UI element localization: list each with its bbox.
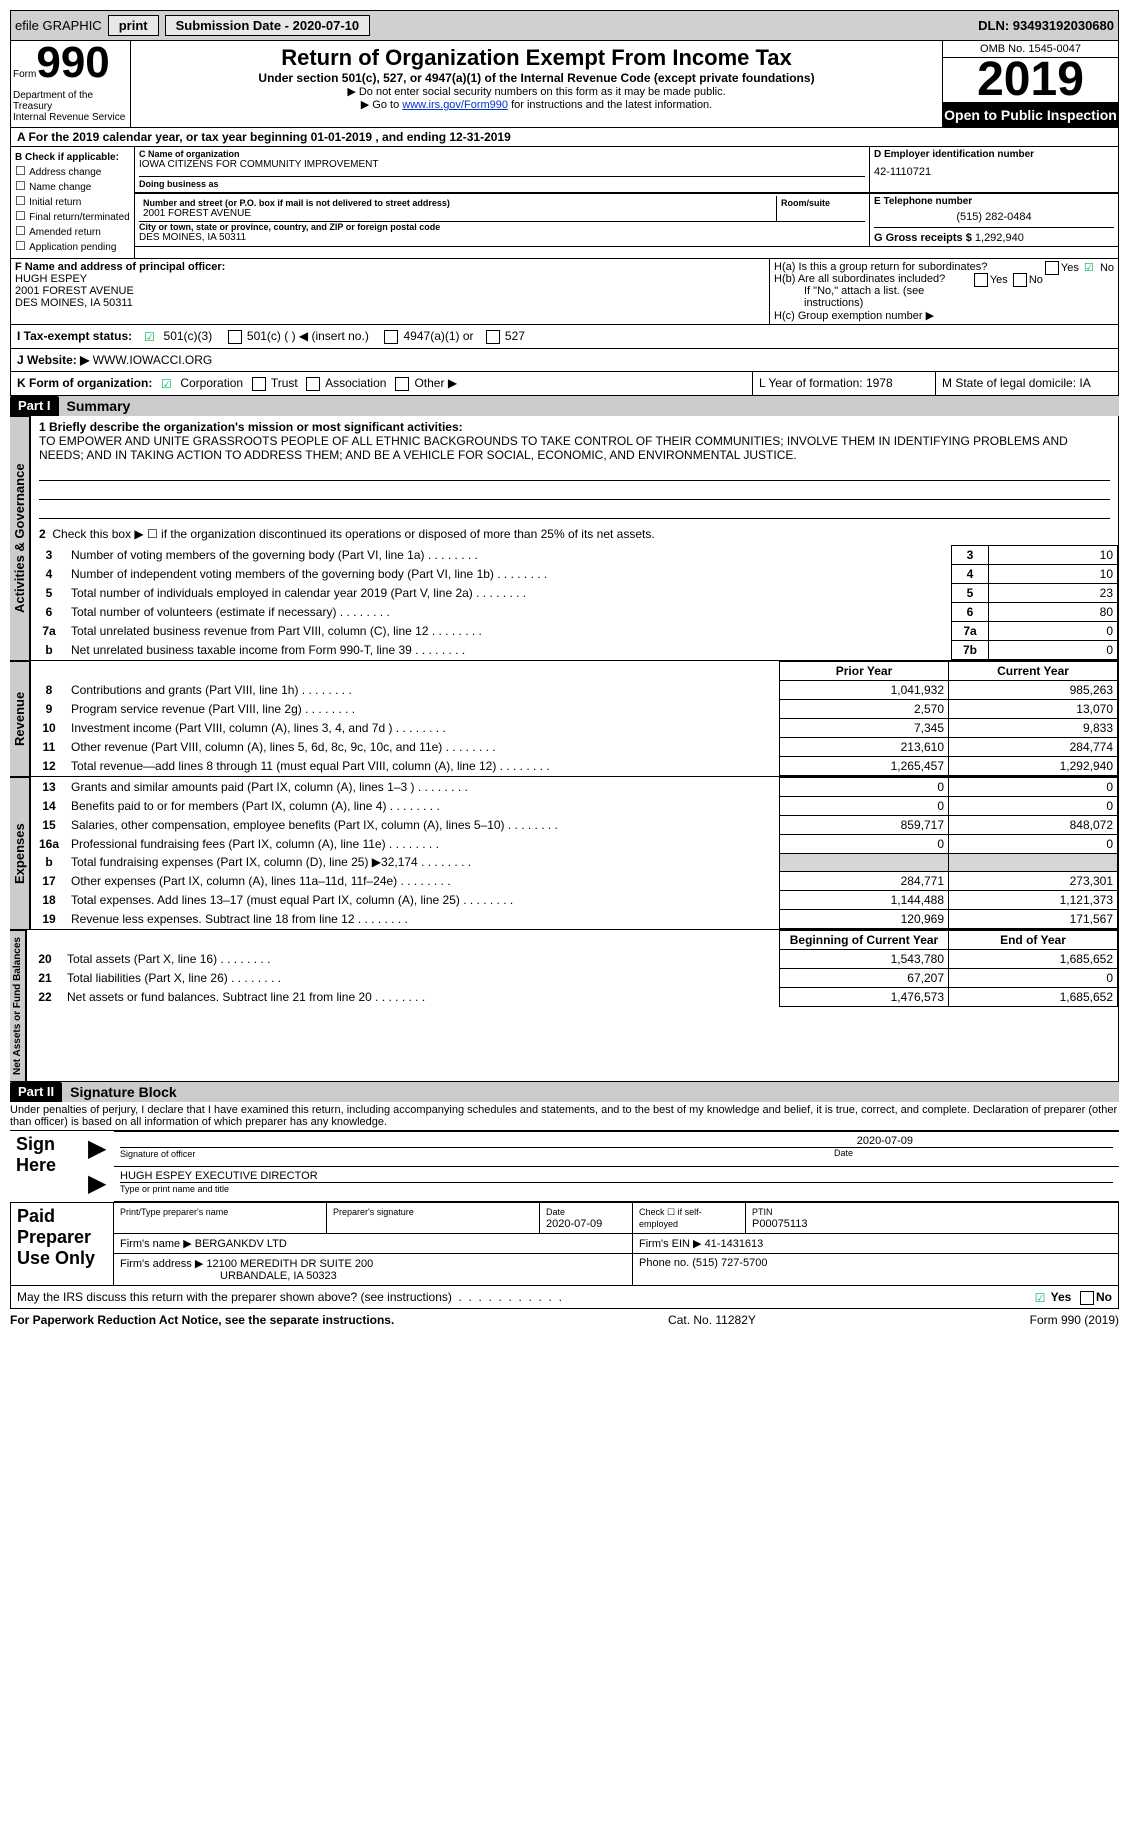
row-l: L Year of formation: 1978 <box>752 372 936 396</box>
cb-application-pending[interactable]: Application pending <box>15 239 130 253</box>
part-2-header: Part II Signature Block <box>10 1082 1119 1102</box>
street-address: 2001 FOREST AVENUE <box>143 208 772 219</box>
form-label: Form <box>13 69 36 80</box>
gross-receipts: 1,292,940 <box>975 232 1024 244</box>
part-1-header: Part I Summary <box>10 396 1119 416</box>
irs-link[interactable]: www.irs.gov/Form990 <box>402 99 508 111</box>
ptin: P00075113 <box>752 1218 807 1230</box>
paid-preparer-block: Paid Preparer Use Only Print/Type prepar… <box>10 1202 1119 1286</box>
h-a: H(a) Is this a group return for subordin… <box>774 261 1114 273</box>
ein: 42-1110721 <box>874 160 1114 184</box>
tab-expenses: Expenses <box>10 777 30 930</box>
form-header: Form990 Department of the Treasury Inter… <box>10 41 1119 128</box>
form-subtitle: Under section 501(c), 527, or 4947(a)(1)… <box>135 71 938 85</box>
section-governance: Activities & Governance 1 Briefly descri… <box>10 416 1119 661</box>
top-bar: efile GRAPHIC print Submission Date - 20… <box>10 10 1119 41</box>
cb-trust[interactable] <box>252 377 266 391</box>
cb-final-return[interactable]: Final return/terminated <box>15 209 130 223</box>
section-balances: Net Assets or Fund Balances Beginning of… <box>10 930 1119 1082</box>
mission-text: TO EMPOWER AND UNITE GRASSROOTS PEOPLE O… <box>39 434 1110 462</box>
row-m: M State of legal domicile: IA <box>936 372 1119 396</box>
instruction-1: ▶ Do not enter social security numbers o… <box>135 85 938 98</box>
officer-signature: HUGH ESPEY EXECUTIVE DIRECTOR <box>120 1170 1113 1183</box>
dept-label: Department of the Treasury Internal Reve… <box>13 90 128 123</box>
block-f-h: F Name and address of principal officer:… <box>10 259 1119 325</box>
cb-501c3[interactable]: ☑ <box>144 330 158 344</box>
block-b-c-d-e-g: B Check if applicable: Address change Na… <box>10 147 1119 259</box>
discuss-row: May the IRS discuss this return with the… <box>10 1286 1119 1309</box>
tax-year: 2019 <box>943 58 1118 103</box>
submission-date: Submission Date - 2020-07-10 <box>165 15 371 36</box>
box-b: B Check if applicable: Address change Na… <box>11 147 135 258</box>
cb-4947[interactable] <box>384 330 398 344</box>
revenue-table: Prior YearCurrent Year8Contributions and… <box>31 661 1118 776</box>
cb-corporation[interactable]: ☑ <box>161 377 175 391</box>
form-title: Return of Organization Exempt From Incom… <box>135 45 938 71</box>
website: WWW.IOWACCI.ORG <box>93 353 213 367</box>
print-button[interactable]: print <box>108 15 159 36</box>
line-a: A For the 2019 calendar year, or tax yea… <box>10 128 1119 147</box>
preparer-phone: (515) 727-5700 <box>692 1257 767 1269</box>
efile-label: efile GRAPHIC <box>15 18 102 33</box>
open-inspection: Open to Public Inspection <box>943 103 1118 127</box>
cb-other[interactable] <box>395 377 409 391</box>
cb-501c[interactable] <box>228 330 242 344</box>
section-revenue: Revenue Prior YearCurrent Year8Contribut… <box>10 661 1119 777</box>
row-j: J Website: ▶ WWW.IOWACCI.ORG <box>10 349 1119 372</box>
row-i: I Tax-exempt status: ☑ 501(c)(3) 501(c) … <box>10 325 1119 349</box>
tab-balances: Net Assets or Fund Balances <box>10 930 26 1082</box>
firm-ein: 41-1431613 <box>705 1238 764 1250</box>
tab-revenue: Revenue <box>10 661 30 777</box>
instruction-2: ▶ Go to www.irs.gov/Form990 for instruct… <box>135 98 938 111</box>
h-c: H(c) Group exemption number ▶ <box>774 309 1114 322</box>
balances-table: Beginning of Current YearEnd of Year20To… <box>27 930 1118 1007</box>
sign-here-block: Sign Here ▶ 2020-07-09 Signature of offi… <box>10 1131 1119 1202</box>
cb-name-change[interactable]: Name change <box>15 179 130 193</box>
section-expenses: Expenses 13Grants and similar amounts pa… <box>10 777 1119 930</box>
governance-table: 3Number of voting members of the governi… <box>31 545 1118 660</box>
cb-527[interactable] <box>486 330 500 344</box>
cb-address-change[interactable]: Address change <box>15 164 130 178</box>
cb-amended-return[interactable]: Amended return <box>15 224 130 238</box>
phone: (515) 282-0484 <box>874 207 1114 227</box>
cb-initial-return[interactable]: Initial return <box>15 194 130 208</box>
row-k: K Form of organization: ☑ Corporation Tr… <box>10 372 752 396</box>
form-number: 990 <box>36 38 109 87</box>
firm-name: BERGANKDV LTD <box>195 1238 287 1250</box>
dln: DLN: 93493192030680 <box>978 18 1114 33</box>
footer: For Paperwork Reduction Act Notice, see … <box>10 1309 1119 1327</box>
expenses-table: 13Grants and similar amounts paid (Part … <box>31 777 1118 929</box>
org-name: IOWA CITIZENS FOR COMMUNITY IMPROVEMENT <box>139 159 865 170</box>
cb-association[interactable] <box>306 377 320 391</box>
tab-governance: Activities & Governance <box>10 416 30 661</box>
signature-declaration: Under penalties of perjury, I declare th… <box>10 1102 1119 1131</box>
city-state-zip: DES MOINES, IA 50311 <box>139 232 865 243</box>
officer-name: HUGH ESPEY <box>15 273 765 285</box>
